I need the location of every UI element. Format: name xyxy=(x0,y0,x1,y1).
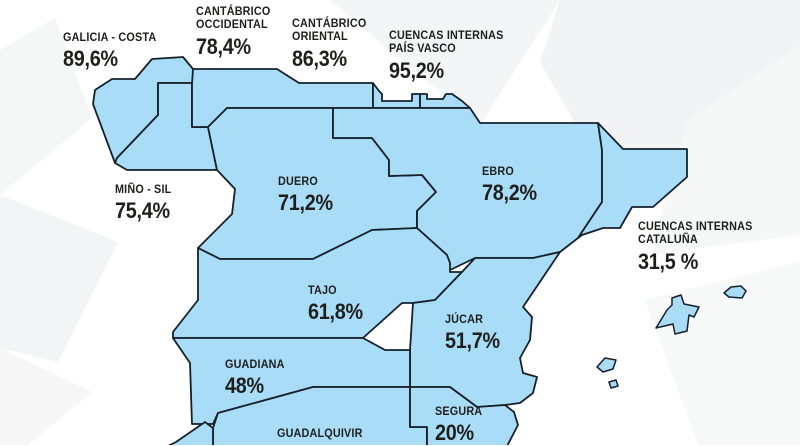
basin-label-mino-sil: MIÑO - SIL 75,4% xyxy=(115,182,172,224)
basin-name: CANTÁBRICO xyxy=(196,4,271,18)
basin-name: GUADALQUIVIR xyxy=(277,426,363,440)
basin-name: EBRO xyxy=(482,164,514,178)
basin-label-guadiana: GUADIANA 48% xyxy=(225,357,285,399)
basin-label-ebro: EBRO 78,2% xyxy=(482,164,537,206)
basin-name: DUERO xyxy=(278,174,318,188)
basin-name: CATALUÑA xyxy=(638,232,698,247)
background-shape xyxy=(330,0,560,125)
region-southwest-coast xyxy=(167,421,214,445)
background-shape xyxy=(645,262,800,445)
basin-name: OCCIDENTAL xyxy=(196,17,268,32)
basin-label-cuencas-internas-pais-vasco: CUENCAS INTERNAS PAÍS VASCO 95,2% xyxy=(389,28,504,84)
basin-value: 51,7% xyxy=(445,328,500,354)
basin-value: 71,2% xyxy=(278,190,333,216)
region-cuencas-internas-cataluna xyxy=(577,122,688,239)
background-shape xyxy=(0,348,92,445)
background-shape xyxy=(0,195,118,362)
basin-name: JÚCAR xyxy=(445,312,484,326)
basin-value: 78,4% xyxy=(196,33,251,59)
basin-value: 86,3% xyxy=(292,45,347,71)
basin-label-jucar: JÚCAR 51,7% xyxy=(445,312,500,354)
basin-value: 95,2% xyxy=(389,57,444,83)
basin-name: CANTÁBRICO xyxy=(292,16,367,30)
basin-name: GUADIANA xyxy=(225,357,285,371)
basin-value: 75,4% xyxy=(115,198,170,224)
basin-value: 48% xyxy=(225,373,264,399)
island-formentera xyxy=(608,379,619,389)
island-menorca xyxy=(723,285,747,299)
basin-name: TAJO xyxy=(308,283,337,297)
island-ibiza xyxy=(596,357,617,373)
basin-value: 78,2% xyxy=(482,180,537,206)
basin-value: 20% xyxy=(435,420,474,446)
basin-label-cantabrico-oriental: CANTÁBRICO ORIENTAL 86,3% xyxy=(292,16,367,72)
basin-name: PAÍS VASCO xyxy=(389,41,456,56)
basin-label-segura: SEGURA 20% xyxy=(435,404,483,446)
basin-value: 61,8% xyxy=(308,299,363,325)
basin-label-duero: DUERO 71,2% xyxy=(278,174,333,216)
basin-value: 31,5 % xyxy=(638,248,699,274)
basin-value: 89,6% xyxy=(63,46,118,72)
basin-label-cuencas-internas-cataluna: CUENCAS INTERNAS CATALUÑA 31,5 % xyxy=(638,219,753,275)
basin-label-guadalquivir: GUADALQUIVIR xyxy=(277,426,363,440)
basin-label-cantabrico-occidental: CANTÁBRICO OCCIDENTAL 78,4% xyxy=(196,4,271,60)
background-shape xyxy=(0,18,92,195)
basin-name: ORIENTAL xyxy=(292,29,348,44)
region-segura xyxy=(409,386,519,445)
basin-name: SEGURA xyxy=(435,404,483,418)
basin-name: GALICIA - COSTA xyxy=(63,30,157,44)
basin-label-tajo: TAJO 61,8% xyxy=(308,283,363,325)
basin-name: MIÑO - SIL xyxy=(115,182,172,196)
basin-name: CUENCAS INTERNAS xyxy=(389,28,504,42)
background-shape xyxy=(650,45,800,255)
island-mallorca xyxy=(655,294,700,335)
region-cantabrico-oriental xyxy=(372,82,421,109)
basin-label-galicia-costa: GALICIA - COSTA 89,6% xyxy=(63,30,157,72)
basin-name: CUENCAS INTERNAS xyxy=(638,219,753,233)
